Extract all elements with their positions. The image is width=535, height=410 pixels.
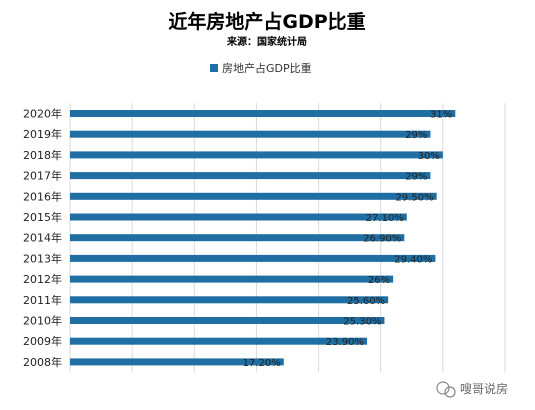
category-label: 2015年: [23, 210, 62, 224]
category-label: 2016年: [23, 189, 62, 203]
watermark-text: 嗖哥说房: [460, 381, 508, 396]
category-label: 2010年: [23, 314, 62, 328]
data-labels: 31%29%30%29%29.50%27.10%26.90%29.40%26%2…: [243, 110, 453, 369]
category-label: 2014年: [23, 231, 62, 245]
data-label: 23.90%: [326, 337, 364, 348]
category-label: 2017年: [23, 169, 62, 183]
data-label: 29.40%: [394, 254, 432, 265]
data-label: 29%: [405, 172, 427, 183]
data-label: 25.30%: [343, 317, 381, 328]
category-label: 2011年: [23, 293, 62, 307]
bar: [70, 296, 389, 304]
data-label: 27.10%: [366, 213, 404, 224]
data-label: 30%: [418, 151, 440, 162]
bar: [70, 358, 284, 366]
bar: [70, 130, 431, 138]
chart-title: 近年房地产占GDP比重: [168, 10, 365, 33]
category-label: 2009年: [23, 334, 62, 348]
data-label: 17.20%: [243, 358, 281, 369]
data-label: 25.60%: [347, 296, 385, 307]
bar: [70, 275, 394, 283]
data-label: 31%: [430, 110, 452, 121]
category-label: 2020年: [23, 107, 62, 121]
bar: [70, 151, 443, 159]
data-label: 26.90%: [363, 234, 401, 245]
wechat-icon: [436, 381, 456, 398]
category-label: 2019年: [23, 127, 62, 141]
category-label: 2012年: [23, 272, 62, 286]
watermark: 嗖哥说房: [436, 381, 508, 398]
category-labels: 2020年 2019年 2018年 2017年 2016年 2015年 2014年 2013年…: [23, 107, 62, 369]
category-label: 2018年: [23, 148, 62, 162]
bar: [70, 110, 456, 117]
category-label: 2013年: [23, 251, 62, 265]
bar: [70, 317, 385, 324]
data-label: 26%: [368, 275, 390, 286]
category-label: 2008年: [23, 355, 62, 369]
bar: [70, 172, 431, 180]
legend-label: 房地产占GDP比重: [222, 61, 312, 75]
bar: [70, 337, 368, 345]
bar: [70, 254, 436, 262]
chart-subtitle: 来源：国家统计局: [226, 35, 307, 48]
bars: [70, 110, 456, 366]
bar: [70, 234, 405, 242]
legend: 房地产占GDP比重: [210, 61, 312, 75]
legend-swatch: [210, 64, 218, 72]
bar: [70, 192, 437, 200]
data-label: 29.50%: [396, 192, 434, 203]
bar: [70, 213, 407, 221]
data-label: 29%: [405, 130, 427, 141]
